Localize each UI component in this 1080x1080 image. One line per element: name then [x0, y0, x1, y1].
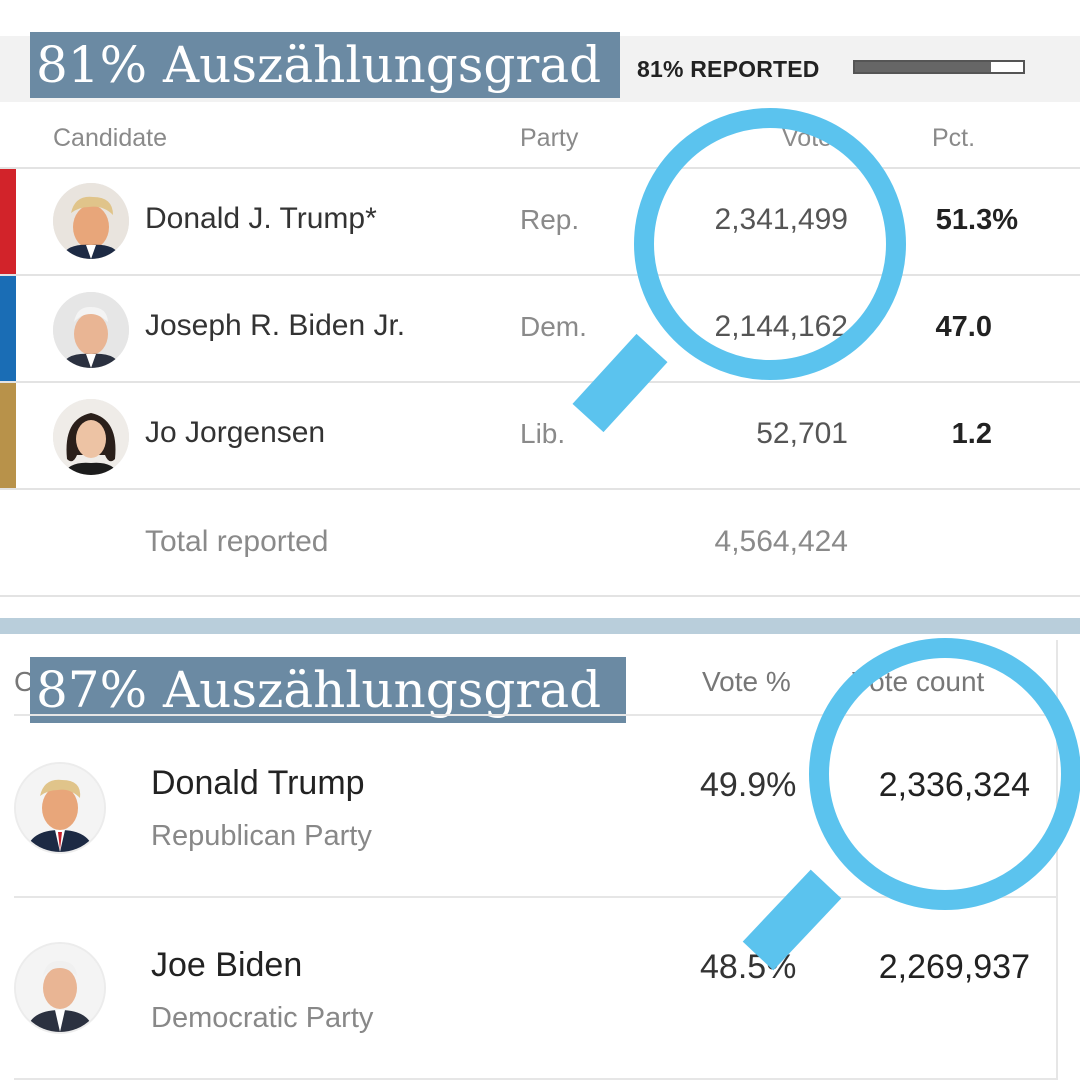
total-reported-votes: 4,564,424 — [714, 525, 848, 558]
header-vote-count: Vote count — [852, 666, 985, 697]
row-divider — [14, 1078, 1058, 1080]
panel-divider — [0, 618, 1080, 634]
candidate-party: Republican Party — [151, 820, 372, 852]
header-candidate-partial: C — [14, 666, 35, 697]
header-party: Party — [520, 124, 579, 152]
table-row: Jo Jorgensen Lib. 52,701 1.2 — [0, 383, 1080, 488]
row-divider — [0, 274, 1080, 276]
candidate-votes: 52,701 — [756, 417, 848, 450]
candidate-votes: 2,341,499 — [714, 203, 848, 236]
header-votes: Votes — [782, 124, 845, 152]
table-row: Joseph R. Biden Jr. Dem. 2,144,162 47.0 — [0, 276, 1080, 381]
portrait-trump-icon — [14, 762, 106, 854]
portrait-jorgensen-icon — [53, 399, 129, 475]
candidate-name: Joe Biden — [151, 946, 303, 984]
candidate-name: Donald Trump — [151, 764, 365, 802]
candidate-votes: 2,144,162 — [714, 310, 848, 343]
candidate-name: Donald J. Trump* — [145, 202, 377, 235]
party-color-strip-rep — [0, 169, 16, 274]
list-item: Joe Biden Democratic Party 48.5% 2,269,9… — [0, 898, 1058, 1078]
candidate-pct: 51.3% — [935, 204, 1018, 236]
candidate-vote-count: 2,269,937 — [878, 948, 1030, 986]
table-row: Donald J. Trump* Rep. 2,341,499 51.3% — [0, 169, 1080, 274]
reported-progress-bar — [853, 60, 1025, 74]
portrait-biden-icon — [14, 942, 106, 1034]
row-divider — [0, 488, 1080, 490]
candidate-party: Democratic Party — [151, 1002, 374, 1034]
reported-label: 81% REPORTED — [637, 56, 820, 82]
portrait-biden-icon — [53, 292, 129, 368]
header-vote-pct: Vote % — [702, 666, 791, 697]
candidate-name: Joseph R. Biden Jr. — [145, 309, 406, 342]
candidate-vote-pct: 49.9% — [700, 766, 797, 804]
banner-81-percent: 81% Auszählungsgrad — [30, 32, 620, 98]
party-color-strip-lib — [0, 383, 16, 488]
row-divider — [0, 595, 1080, 597]
row-divider — [14, 896, 1058, 898]
reported-progress-fill — [855, 62, 992, 72]
header-candidate: Candidate — [53, 124, 167, 152]
list-item: Donald Trump Republican Party 49.9% 2,33… — [0, 716, 1058, 896]
candidate-name: Jo Jorgensen — [145, 416, 326, 449]
candidate-party: Rep. — [520, 204, 580, 235]
total-reported-label: Total reported — [145, 525, 329, 558]
banner-87-percent: 87% Auszählungsgrad — [30, 657, 626, 723]
candidate-vote-count: 2,336,324 — [878, 766, 1030, 804]
candidate-pct: 1.2 — [951, 418, 992, 450]
candidate-vote-pct: 48.5% — [700, 948, 797, 986]
candidate-pct: 47.0 — [935, 311, 992, 343]
party-color-strip-dem — [0, 276, 16, 381]
row-divider — [14, 714, 1058, 716]
row-divider — [0, 167, 1080, 169]
candidate-party: Dem. — [520, 311, 587, 342]
header-pct: Pct. — [932, 124, 976, 152]
candidate-party: Lib. — [520, 418, 566, 449]
row-divider — [0, 381, 1080, 383]
portrait-trump-icon — [53, 183, 129, 259]
